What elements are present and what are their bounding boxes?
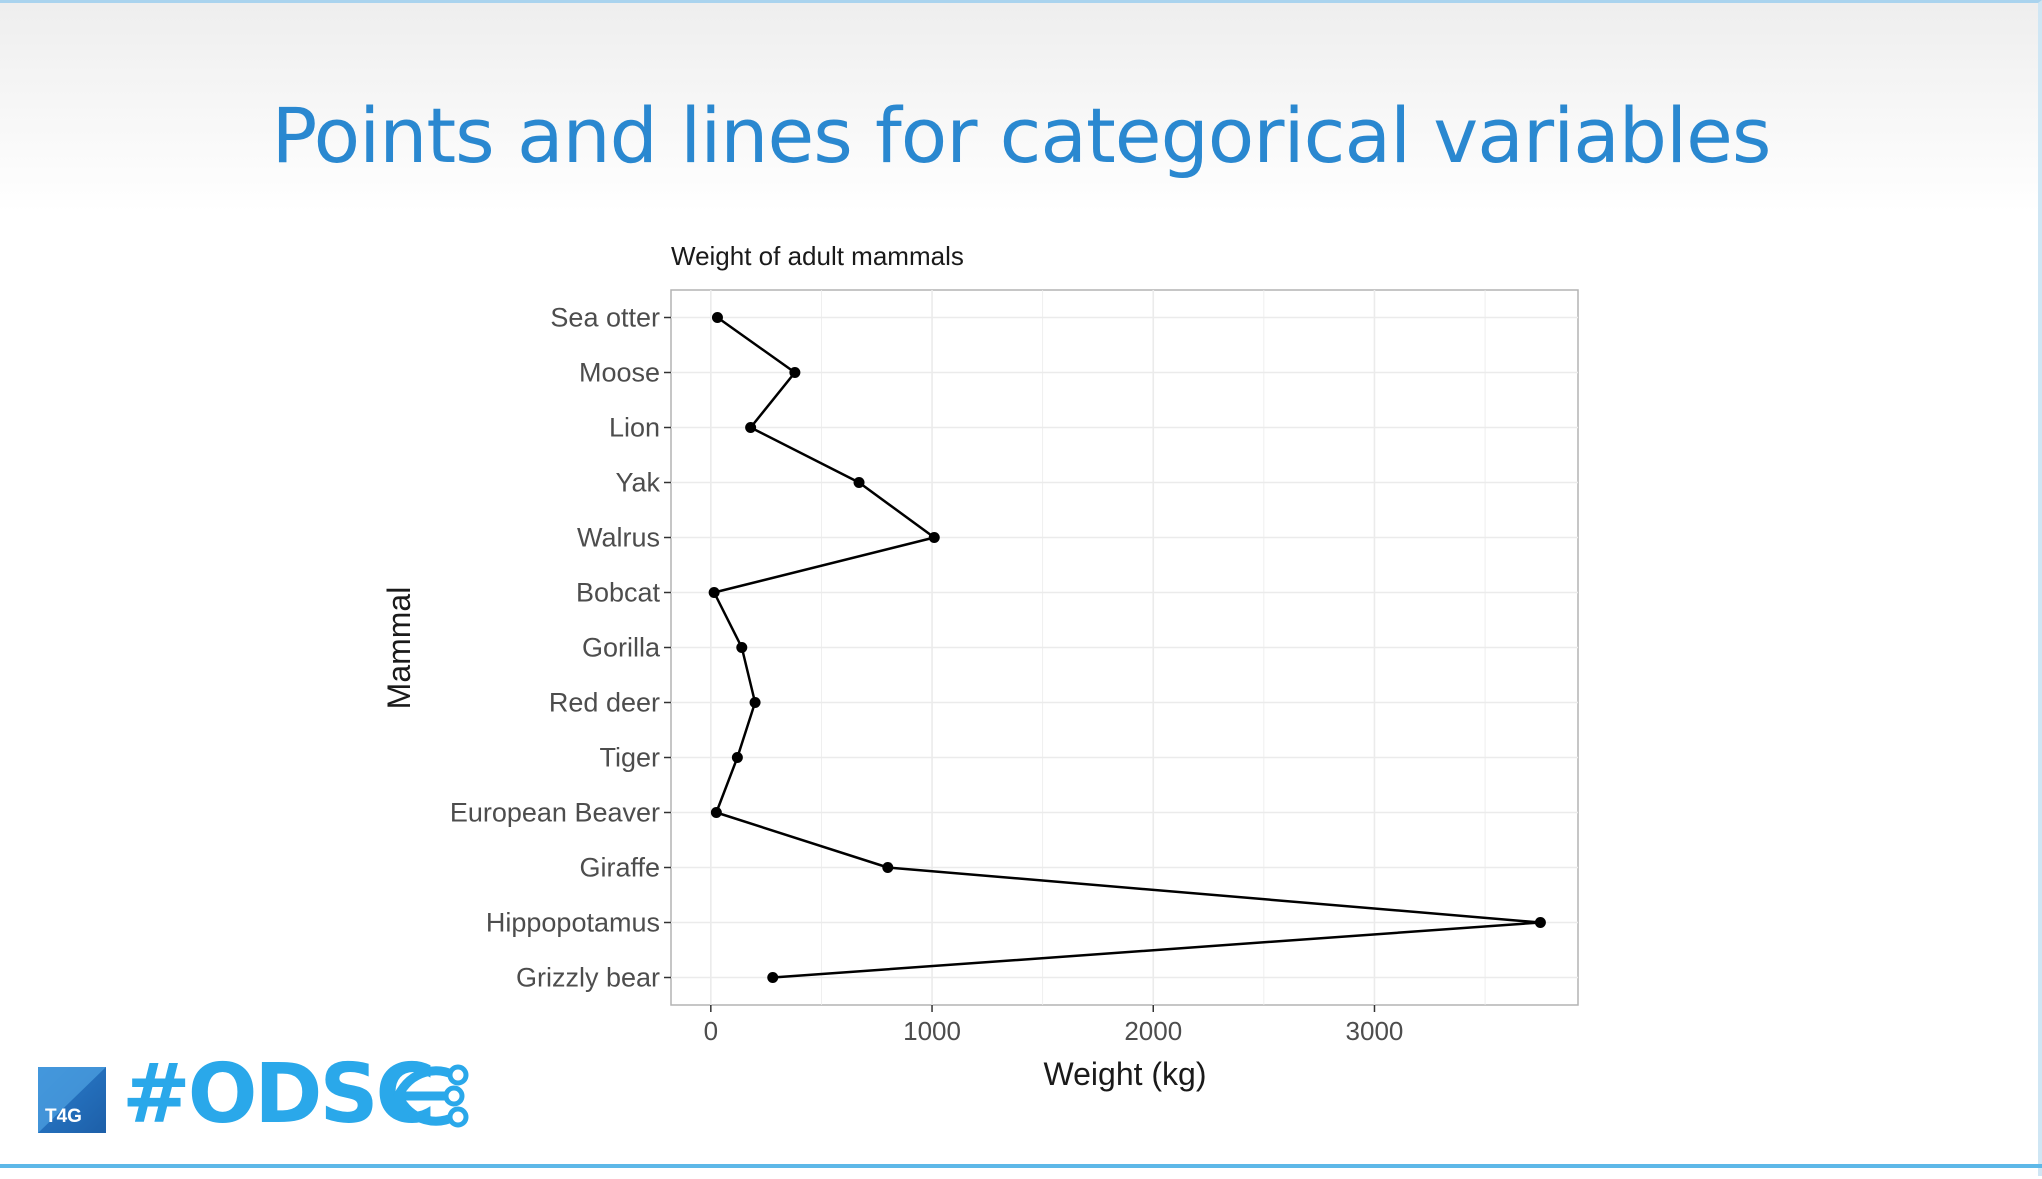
y-tick-label: Lion [609, 413, 660, 443]
data-point [710, 807, 722, 818]
grid-lines [671, 290, 1578, 1005]
y-tick-label: Bobcat [576, 578, 661, 608]
x-tick-label: 3000 [1346, 1016, 1404, 1046]
y-tick-label: Moose [579, 358, 660, 388]
data-point [767, 972, 779, 983]
data-point [745, 422, 757, 433]
y-axis-title: Mammal [381, 587, 417, 710]
y-tick-label: Giraffe [579, 853, 660, 883]
y-tick-label: Hippopotamus [486, 908, 660, 938]
data-point [708, 587, 720, 598]
data-point [882, 862, 894, 873]
network-nodes-icon [393, 1064, 469, 1128]
chart-title: Weight of adult mammals [671, 241, 964, 271]
x-axis-title: Weight (kg) [1043, 1056, 1206, 1092]
y-tick-label: Walrus [577, 523, 660, 553]
slide-title: Points and lines for categorical variabl… [271, 91, 1771, 180]
y-tick-label: Grizzly bear [516, 963, 660, 993]
y-tick-label: Red deer [549, 688, 660, 718]
x-tick-label: 0 [704, 1016, 718, 1046]
data-point [749, 697, 761, 708]
data-point [711, 312, 723, 323]
t4g-logo: T4G [38, 1067, 106, 1133]
data-point [731, 752, 743, 763]
y-tick-label: Tiger [599, 743, 660, 773]
data-point [1534, 917, 1546, 928]
bottom-rule [0, 1164, 2042, 1168]
data-point [736, 642, 748, 653]
y-tick-label: Sea otter [550, 303, 660, 333]
axis-ticks [664, 316, 1376, 1012]
y-tick-label: European Beaver [450, 798, 660, 828]
chart: Weight of adult mammals Sea otter Moose Li… [381, 241, 1579, 1092]
y-tick-label: Gorilla [582, 633, 661, 663]
logo-text: T4G [45, 1106, 82, 1127]
x-tick-label: 1000 [903, 1016, 961, 1046]
data-points [708, 312, 1546, 983]
y-tick-label: Yak [615, 468, 660, 498]
data-point [789, 367, 801, 378]
x-tick-labels: 0 1000 2000 3000 [704, 1016, 1404, 1046]
data-point [928, 532, 940, 543]
odsc-hashtag: #ODSC [122, 1047, 436, 1142]
y-tick-labels: Sea otter Moose Lion Yak Walrus Bobcat Gorilla… [450, 303, 661, 993]
data-point [853, 477, 865, 488]
x-tick-label: 2000 [1124, 1016, 1182, 1046]
